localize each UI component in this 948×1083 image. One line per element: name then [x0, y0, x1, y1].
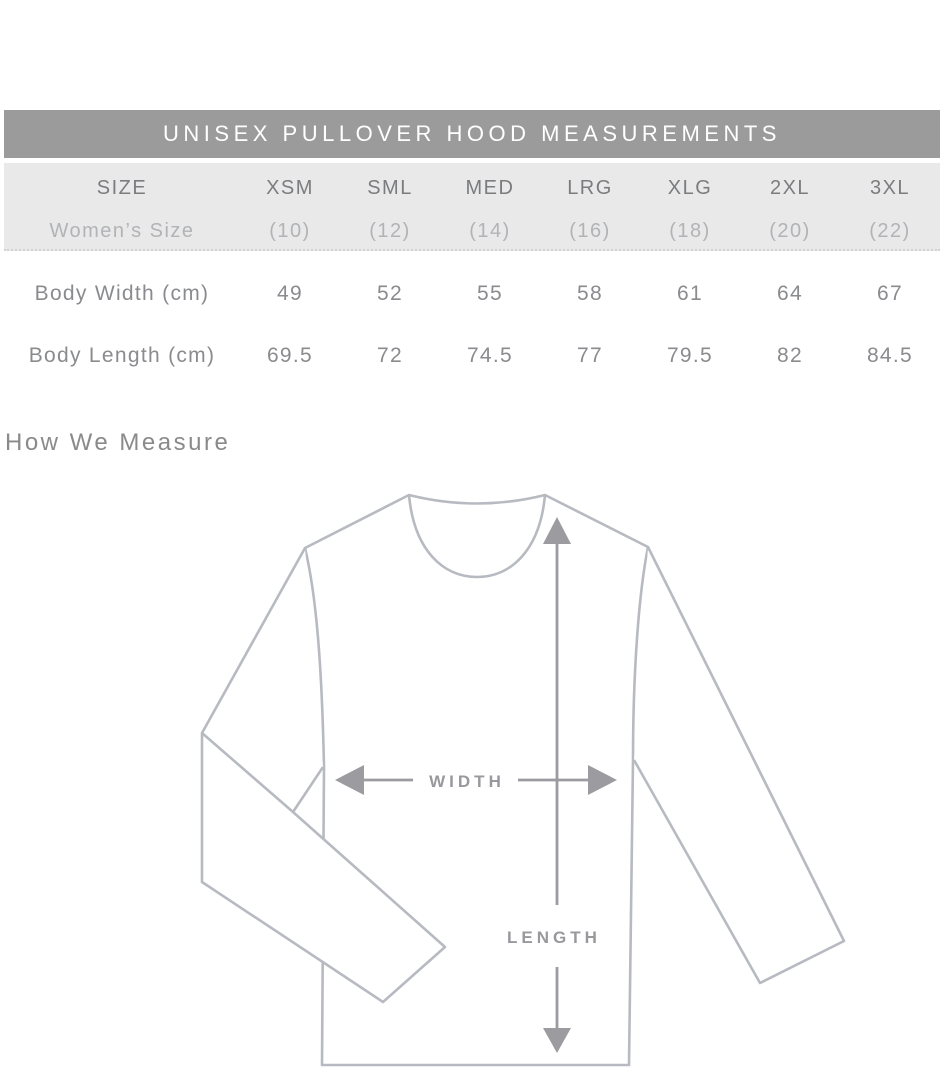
size-col-med: MED	[465, 176, 515, 199]
width-arrowhead-right-icon	[588, 765, 617, 795]
size-col-3xl: 3XL	[869, 176, 911, 199]
size-row: SIZE XSM SML MED LRG XLG 2XL 3XL	[4, 163, 940, 211]
body-length-xlg: 79.5	[666, 344, 714, 367]
length-arrowhead-down-icon	[543, 1028, 571, 1053]
body-length-lrg: 77	[577, 344, 603, 367]
table-row-body-width: Body Width (cm) 49 52 55 58 61 64 67	[4, 268, 940, 320]
womens-size-20: (20)	[769, 219, 811, 242]
womens-size-18: (18)	[669, 219, 711, 242]
size-col-2xl: 2XL	[769, 176, 811, 199]
body-width-med: 55	[477, 282, 503, 305]
table-title-bar: UNISEX PULLOVER HOOD MEASUREMENTS	[4, 110, 940, 158]
womens-size-16: (16)	[569, 219, 611, 242]
body-length-2xl: 82	[777, 344, 803, 367]
length-arrowhead-up-icon	[543, 517, 571, 544]
womens-size-22: (22)	[869, 219, 911, 242]
body-length-med: 74.5	[466, 344, 514, 367]
size-col-sml: SML	[367, 176, 413, 199]
garment-left-sleeve	[200, 547, 447, 1004]
body-width-xsm: 49	[277, 282, 303, 305]
womens-size-row: Women’s Size (10) (12) (14) (16) (18) (2…	[4, 211, 940, 251]
size-col-xsm: XSM	[266, 176, 314, 199]
body-width-3xl: 67	[877, 282, 903, 305]
body-length-xsm: 69.5	[266, 344, 314, 367]
table-title: UNISEX PULLOVER HOOD MEASUREMENTS	[163, 121, 781, 146]
garment-neckline	[407, 494, 547, 579]
body-width-sml: 52	[377, 282, 403, 305]
length-label: LENGTH	[507, 928, 601, 947]
how-we-measure-heading: How We Measure	[5, 429, 231, 456]
womens-size-10: (10)	[269, 219, 311, 242]
body-length-3xl: 84.5	[866, 344, 914, 367]
womens-row-label: Women’s Size	[49, 219, 195, 242]
size-col-xlg: XLG	[667, 176, 713, 199]
body-width-lrg: 58	[577, 282, 603, 305]
womens-size-14: (14)	[469, 219, 511, 242]
womens-size-12: (12)	[369, 219, 411, 242]
size-col-lrg: LRG	[567, 176, 613, 199]
body-width-label: Body Width (cm)	[34, 282, 210, 305]
body-length-sml: 72	[377, 344, 403, 367]
size-header-band: SIZE XSM SML MED LRG XLG 2XL 3XL Women’s…	[4, 163, 940, 251]
table-row-body-length: Body Length (cm) 69.5 72 74.5 77 79.5 82…	[4, 330, 940, 382]
size-row-label: SIZE	[96, 176, 148, 199]
body-length-label: Body Length (cm)	[28, 344, 216, 367]
width-label: WIDTH	[429, 772, 505, 791]
body-width-xlg: 61	[677, 282, 703, 305]
width-arrowhead-left-icon	[335, 765, 364, 795]
garment-right-sleeve	[632, 546, 846, 985]
body-width-2xl: 64	[777, 282, 803, 305]
